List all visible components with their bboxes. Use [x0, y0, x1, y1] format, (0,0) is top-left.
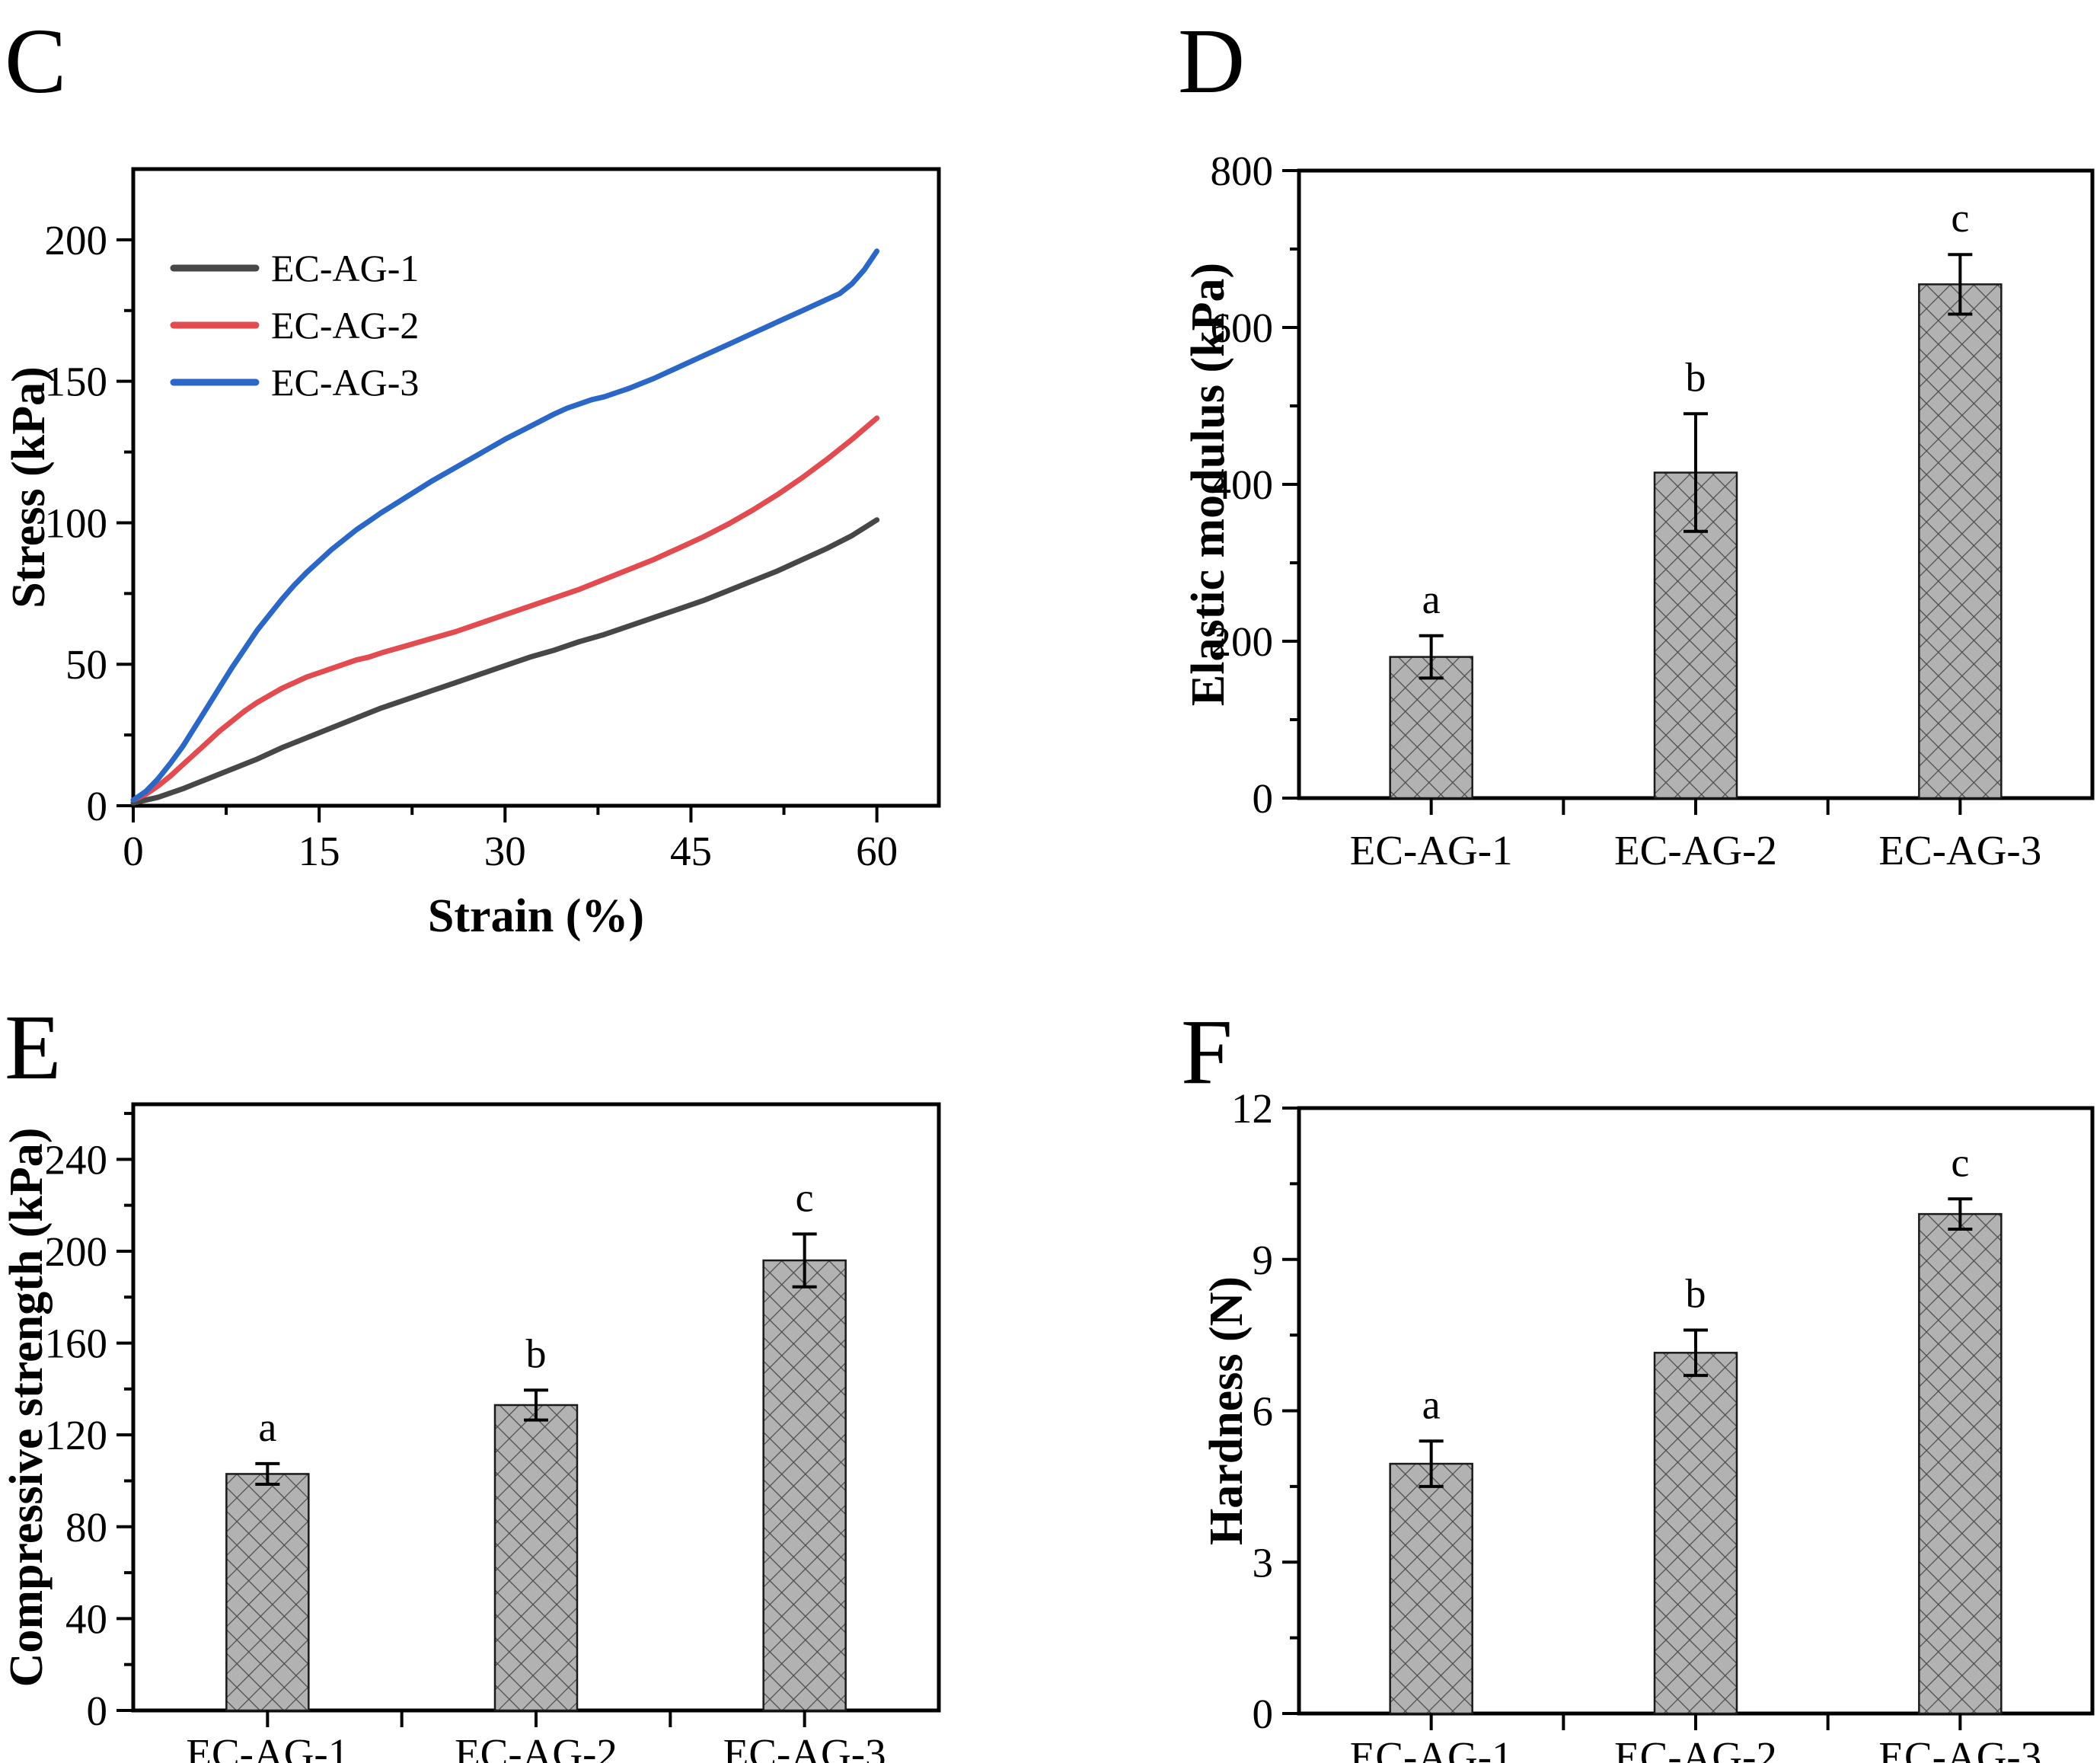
sig-letter-c: c — [796, 1174, 814, 1220]
bar-EC-AG-2 — [1653, 1352, 1738, 1715]
x-tick-label: 15 — [298, 828, 340, 874]
panel-c-stress-strain: C 0 50 100 150 200 Stress (kPa) 0 15 30 45 60 Strai… — [0, 0, 1050, 942]
category-label-EC-AG-3: EC-AG-3 — [1878, 827, 2041, 874]
category-label-EC-AG-3: EC-AG-3 — [723, 1730, 886, 1763]
x-axis-label: Strain (%) — [428, 890, 644, 942]
sig-letter-b: b — [526, 1330, 547, 1376]
y-tick-label: 9 — [1253, 1237, 1274, 1283]
y-tick-label: 40 — [65, 1595, 107, 1642]
y-axis-label: Hardness (N) — [1201, 1276, 1253, 1545]
category-label-EC-AG-1: EC-AG-1 — [1350, 1733, 1513, 1763]
y-tick-label: 600 — [1211, 305, 1274, 351]
y-axis-label: Compressive strength (kPa) — [1, 1128, 53, 1688]
x-tick-label: 30 — [484, 828, 526, 874]
y-tick-label: 120 — [45, 1412, 108, 1458]
legend: EC-AG-1 EC-AG-2 EC-AG-3 — [170, 247, 419, 404]
bar-EC-AG-2 — [493, 1404, 579, 1712]
plot-frame — [131, 167, 941, 808]
sig-letter-a: a — [1422, 1381, 1441, 1427]
x-tick-label: 0 — [123, 828, 144, 874]
y-tick-label: 100 — [45, 500, 108, 546]
y-tick-label: 200 — [45, 217, 108, 263]
y-tick-label: 160 — [45, 1321, 108, 1367]
sig-letter-b: b — [1686, 1271, 1706, 1317]
y-tick-label: 6 — [1253, 1388, 1274, 1435]
bar-EC-AG-3 — [1918, 283, 2003, 800]
bar-EC-AG-3 — [762, 1259, 847, 1712]
y-tick-label: 0 — [87, 783, 108, 829]
category-label-EC-AG-2: EC-AG-2 — [1614, 1733, 1777, 1763]
category-label-EC-AG-2: EC-AG-2 — [1614, 827, 1777, 874]
bar-EC-AG-1 — [1389, 656, 1473, 800]
category-label-EC-AG-2: EC-AG-2 — [455, 1730, 618, 1763]
hardness-bar-chart: 0 3 6 9 12 Hardness (N) a EC-AG-1 b EC-AG-2 c EC-AG… — [1201, 1085, 2095, 1763]
panel-f-hardness: F 0 3 6 9 12 Hardness (N) a EC-AG-1 b EC-AG-2 c EC-… — [1050, 881, 2100, 1763]
category-label-EC-AG-3: EC-AG-3 — [1878, 1733, 2041, 1763]
category-label-EC-AG-1: EC-AG-1 — [1350, 827, 1513, 874]
panel-letter-f: F — [1181, 1001, 1233, 1103]
y-axis-label: Stress (kPa) — [3, 366, 55, 608]
y-tick-label: 800 — [1211, 148, 1274, 194]
panel-e-compressive-strength: E 0 40 80 120 160 200 240 Compressive strength … — [0, 881, 1050, 1763]
x-tick-label: 45 — [670, 828, 712, 874]
bar-EC-AG-3 — [1918, 1212, 2003, 1715]
series-line-EC-AG-1 — [130, 517, 880, 806]
sig-letter-a: a — [258, 1404, 276, 1450]
legend-label-EC-AG-3: EC-AG-3 — [271, 361, 419, 404]
y-tick-label: 200 — [1211, 618, 1274, 665]
y-tick-label: 200 — [45, 1228, 108, 1275]
y-tick-label: 400 — [1211, 462, 1274, 508]
panel-letter-e: E — [5, 996, 62, 1099]
y-tick-label: 50 — [65, 641, 107, 688]
y-tick-label: 150 — [45, 359, 108, 405]
x-tick-label: 60 — [856, 828, 898, 874]
y-axis-label: Elastic modulus (kPa) — [1182, 263, 1234, 706]
y-tick-label: 0 — [87, 1688, 108, 1734]
y-tick-label: 0 — [1253, 1691, 1274, 1737]
y-tick-label: 12 — [1231, 1085, 1273, 1132]
panel-letter-c: C — [5, 10, 67, 113]
sig-letter-c: c — [1951, 195, 1969, 241]
series-line-EC-AG-3 — [130, 248, 880, 803]
y-tick-label: 240 — [45, 1136, 108, 1183]
stress-strain-line-chart: 0 50 100 150 200 Stress (kPa) 0 15 30 45 60 Strain … — [3, 167, 941, 942]
category-label-EC-AG-1: EC-AG-1 — [186, 1730, 349, 1763]
sig-letter-a: a — [1422, 576, 1441, 622]
legend-label-EC-AG-2: EC-AG-2 — [271, 304, 419, 347]
legend-label-EC-AG-1: EC-AG-1 — [271, 247, 419, 289]
y-tick-label: 0 — [1253, 775, 1274, 822]
panel-letter-d: D — [1178, 10, 1246, 113]
panel-d-elastic-modulus: D 0 200 400 600 800 Elastic modulus (kPa) a EC-… — [1050, 0, 2100, 881]
series-line-EC-AG-2 — [130, 415, 880, 803]
y-tick-label: 80 — [65, 1504, 107, 1551]
y-tick-label: 3 — [1253, 1539, 1274, 1586]
bar-EC-AG-1 — [1389, 1462, 1473, 1715]
elastic-modulus-bar-chart: 0 200 400 600 800 Elastic modulus (kPa) a EC-AG… — [1182, 148, 2095, 874]
sig-letter-c: c — [1951, 1139, 1969, 1185]
sig-letter-b: b — [1686, 354, 1706, 400]
bar-EC-AG-1 — [225, 1473, 310, 1712]
